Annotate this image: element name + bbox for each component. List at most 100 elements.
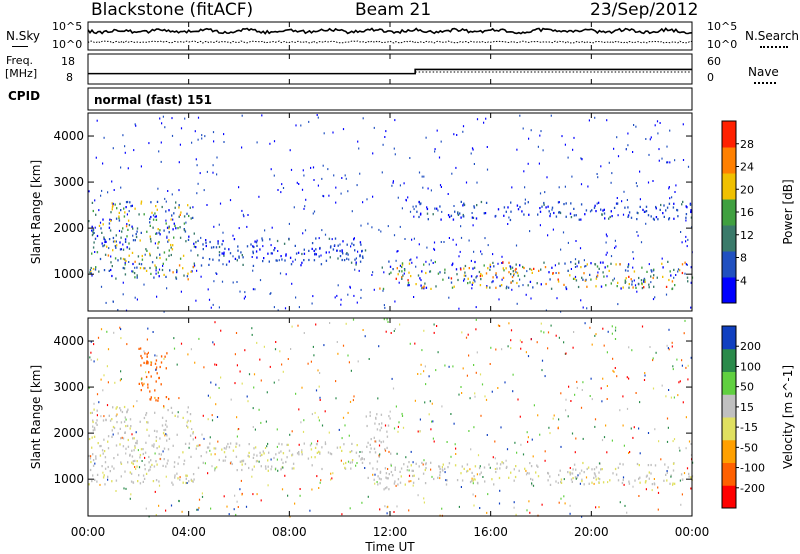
power-feature-0-pixel bbox=[119, 248, 122, 251]
velocity-feature-0-pixel bbox=[149, 468, 151, 471]
power-sparse-pixel bbox=[232, 234, 234, 237]
velocity-sparse-pixel bbox=[441, 466, 443, 468]
power-colorbar-title: Power [dB] bbox=[781, 179, 795, 244]
velocity-sparse-pixel bbox=[163, 405, 165, 408]
velocity-feature-3-pixel bbox=[647, 464, 650, 467]
velocity-feature-3-pixel bbox=[400, 475, 402, 478]
velocity-sparse-pixel bbox=[252, 407, 254, 410]
velocity-feature-0-pixel bbox=[163, 458, 165, 461]
power-sparse-pixel bbox=[470, 152, 472, 155]
velocity-sparse-pixel bbox=[241, 382, 243, 385]
velocity-sparse-pixel bbox=[204, 462, 206, 465]
power-sparse-pixel bbox=[120, 166, 122, 169]
velocity-feature-0-pixel bbox=[186, 411, 189, 414]
velocity-feature-1-pixel bbox=[235, 442, 237, 445]
power-sparse-pixel bbox=[525, 293, 527, 296]
velocity-feature-1-pixel bbox=[248, 451, 250, 454]
velocity-sparse-pixel bbox=[594, 334, 596, 337]
power-feature-2-pixel bbox=[472, 281, 474, 284]
velocity-feature-0-pixel bbox=[96, 419, 98, 422]
power-sparse-pixel bbox=[658, 148, 660, 151]
power-sparse-pixel bbox=[587, 185, 589, 188]
power-sparse-pixel bbox=[471, 212, 473, 214]
power-sparse-pixel bbox=[411, 261, 413, 264]
velocity-sparse-pixel bbox=[213, 343, 215, 346]
velocity-sparse-pixel bbox=[671, 345, 673, 348]
power-feature-3-pixel bbox=[645, 205, 648, 208]
power-sparse-pixel bbox=[546, 176, 548, 179]
power-feature-3-pixel bbox=[503, 214, 505, 217]
power-feature-1-pixel bbox=[217, 242, 219, 245]
velocity-sparse-pixel bbox=[685, 447, 687, 450]
velocity-sparse-pixel bbox=[233, 508, 235, 511]
velocity-feature-4-pixel bbox=[165, 396, 168, 399]
power-feature-0-pixel bbox=[90, 266, 92, 270]
power-feature-1-noise-pixel bbox=[353, 243, 355, 247]
power-sparse-pixel bbox=[657, 132, 659, 135]
velocity-ytick-label: 4000 bbox=[53, 334, 84, 348]
velocity-sparse-pixel bbox=[102, 389, 104, 392]
power-feature-0-pixel bbox=[170, 243, 172, 247]
power-feature-1-pixel bbox=[202, 256, 204, 259]
velocity-feature-3-pixel bbox=[597, 477, 600, 480]
velocity-feature-3-pixel bbox=[473, 475, 475, 478]
power-feature-0-pixel bbox=[98, 224, 101, 227]
power-feature-1-pixel bbox=[254, 240, 256, 243]
velocity-feature-0-pixel bbox=[95, 457, 97, 460]
power-feature-2-noise-pixel bbox=[475, 276, 477, 279]
power-feature-1-pixel bbox=[334, 237, 337, 240]
power-feature-0-noise-pixel bbox=[190, 217, 192, 220]
velocity-feature-0-pixel bbox=[92, 425, 94, 428]
velocity-sparse-pixel bbox=[560, 445, 562, 448]
power-feature-2-pixel bbox=[502, 267, 504, 270]
power-colorbar-segment bbox=[722, 225, 736, 252]
velocity-sparse-pixel bbox=[468, 430, 470, 432]
power-sparse-pixel bbox=[462, 125, 465, 128]
power-feature-3-noise-pixel bbox=[673, 217, 675, 220]
velocity-sparse-pixel bbox=[678, 381, 680, 384]
power-feature-1-noise-pixel bbox=[355, 263, 357, 266]
velocity-feature-4-pixel bbox=[155, 399, 157, 402]
velocity-sparse-pixel bbox=[573, 331, 575, 333]
power-sparse-pixel bbox=[332, 131, 334, 134]
velocity-feature-3-pixel bbox=[555, 480, 557, 483]
power-sparse-pixel bbox=[397, 250, 399, 252]
power-feature-0-pixel bbox=[114, 203, 116, 206]
velocity-feature-1-pixel bbox=[226, 445, 228, 448]
power-feature-3-pixel bbox=[462, 204, 464, 207]
velocity-sparse-pixel bbox=[414, 399, 416, 402]
velocity-feature-1-pixel bbox=[351, 461, 353, 464]
velocity-feature-3-pixel bbox=[622, 478, 624, 482]
velocity-sparse-pixel bbox=[258, 408, 260, 411]
power-feature-1-pixel bbox=[289, 256, 292, 259]
velocity-sparse-pixel bbox=[276, 428, 278, 431]
power-feature-2-noise-pixel bbox=[403, 268, 406, 271]
velocity-feature-1-pixel bbox=[314, 456, 316, 459]
velocity-sparse-pixel bbox=[408, 509, 410, 512]
power-sparse-pixel bbox=[166, 236, 168, 239]
power-feature-1-pixel bbox=[228, 260, 230, 263]
power-feature-0-pixel bbox=[157, 242, 159, 245]
velocity-sparse-pixel bbox=[458, 393, 460, 396]
power-feature-2-pixel bbox=[444, 268, 446, 271]
power-sparse-pixel bbox=[513, 274, 515, 277]
power-sparse-pixel bbox=[472, 148, 474, 151]
power-sparse-pixel bbox=[524, 198, 526, 201]
power-feature-0-pixel bbox=[178, 206, 180, 209]
power-feature-2-pixel bbox=[595, 277, 598, 280]
power-feature-0-pixel bbox=[146, 249, 148, 252]
velocity-sparse-pixel bbox=[473, 364, 475, 366]
power-feature-2-pixel bbox=[451, 286, 454, 289]
velocity-sparse-pixel bbox=[317, 440, 319, 443]
power-feature-2-pixel bbox=[503, 269, 505, 272]
power-feature-2-pixel bbox=[536, 282, 538, 285]
power-sparse-pixel bbox=[322, 164, 324, 167]
velocity-feature-0-pixel bbox=[190, 455, 192, 458]
power-sparse-pixel bbox=[107, 191, 109, 194]
power-sparse-pixel bbox=[413, 296, 415, 298]
power-feature-0-noise-pixel bbox=[186, 212, 188, 215]
velocity-sparse-pixel bbox=[681, 364, 683, 367]
power-sparse-pixel bbox=[393, 147, 395, 150]
power-feature-2-pixel bbox=[628, 275, 630, 278]
velocity-feature-1-pixel bbox=[231, 462, 233, 466]
